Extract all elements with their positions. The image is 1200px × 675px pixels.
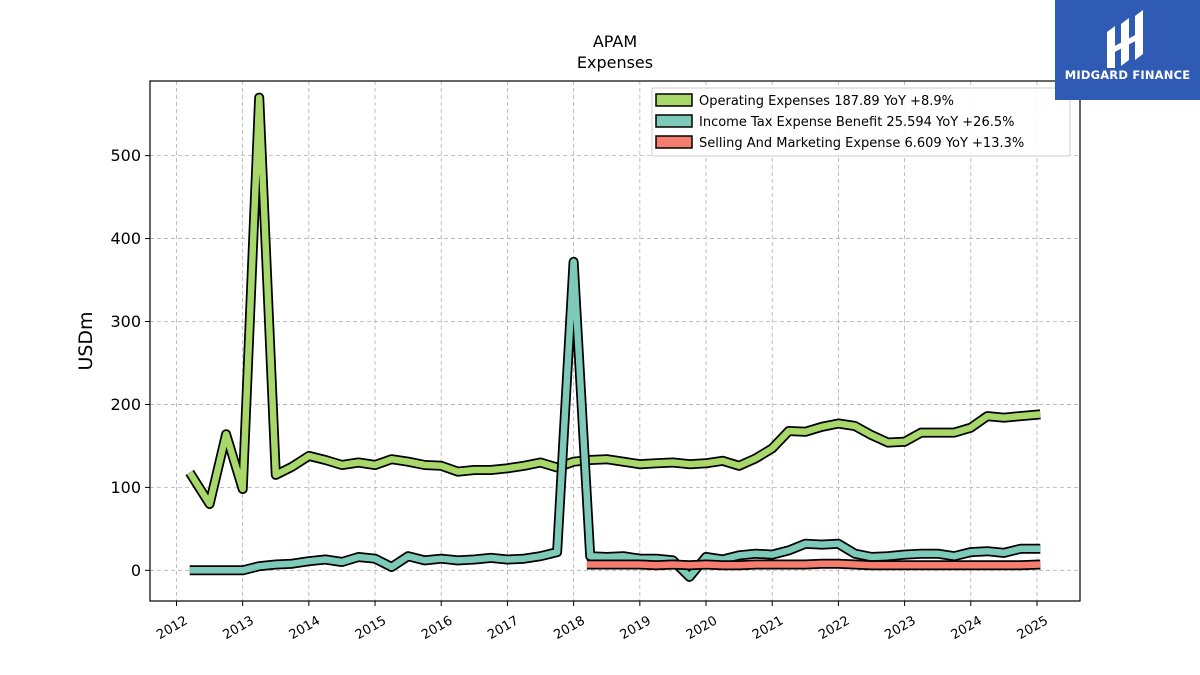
- y-axis-label: USDm: [75, 311, 97, 370]
- y-axis: 0 100 200 300 400 500: [110, 146, 150, 580]
- series-lines: [185, 92, 1041, 582]
- logo-text: MIDGARD FINANCE: [1064, 68, 1191, 82]
- y-tick-label: 400: [110, 229, 141, 248]
- legend-entry: Income Tax Expense Benefit 25.594 YoY +2…: [699, 115, 1014, 130]
- legend: Operating Expenses 187.89 YoY +8.9% Incom…: [651, 87, 1071, 157]
- chart-subtitle: Expenses: [577, 53, 653, 72]
- chart-title: APAM: [593, 32, 637, 51]
- legend-entry: Selling And Marketing Expense 6.609 YoY …: [699, 136, 1024, 151]
- series-line-0: [186, 94, 1041, 508]
- y-tick-label: 300: [110, 312, 141, 331]
- series-line-2: [586, 560, 1041, 569]
- plot-frame: [149, 80, 1081, 602]
- legend-swatch: [655, 93, 693, 107]
- y-tick-label: 100: [110, 478, 141, 497]
- legend-entry: Operating Expenses 187.89 YoY +8.9%: [699, 94, 954, 109]
- logo-mark-icon: [1107, 10, 1143, 68]
- y-tick-label: 0: [131, 561, 141, 580]
- grid: [150, 81, 1080, 601]
- midgard-finance-logo: MIDGARD FINANCE: [1055, 0, 1200, 100]
- legend-swatch: [655, 135, 693, 149]
- legend-box: [651, 87, 1071, 157]
- y-tick-label: 500: [110, 146, 141, 165]
- legend-swatch: [655, 114, 693, 128]
- series-line-1: [189, 258, 1041, 581]
- y-tick-label: 200: [110, 395, 141, 414]
